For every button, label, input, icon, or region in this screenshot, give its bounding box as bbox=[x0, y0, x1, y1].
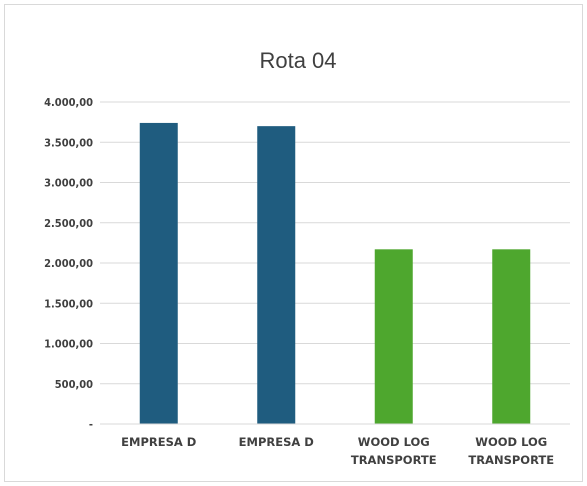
x-axis-categories: EMPRESA D EMPRESA D WOOD LOG TRANSPORTE WOOD… bbox=[121, 435, 554, 467]
x-category-label: EMPRESA D bbox=[239, 435, 314, 449]
y-tick-label: 500,00 bbox=[55, 378, 93, 391]
y-tick-label: 2.000,00 bbox=[44, 257, 93, 270]
x-category-label: WOOD LOG TRANSPORTE bbox=[468, 435, 554, 467]
y-tick-label: 1.000,00 bbox=[44, 338, 93, 351]
x-category-label: EMPRESA D bbox=[121, 435, 196, 449]
chart-frame: Rota 04 - 500,00 1.000,00 1.500,00 2.000,00 2… bbox=[4, 4, 583, 482]
y-tick-label: - bbox=[89, 418, 93, 431]
bars bbox=[139, 122, 531, 425]
x-category-label: WOOD LOG TRANSPORTE bbox=[351, 435, 437, 467]
bar-chart: Rota 04 - 500,00 1.000,00 1.500,00 2.000,00 2… bbox=[44, 48, 570, 467]
gridlines bbox=[100, 101, 570, 385]
y-tick-label: 2.500,00 bbox=[44, 217, 93, 230]
chart-title: Rota 04 bbox=[259, 48, 336, 73]
bar bbox=[492, 249, 531, 424]
bar bbox=[374, 249, 413, 424]
y-tick-label: 4.000,00 bbox=[44, 96, 93, 109]
y-axis-ticks: - 500,00 1.000,00 1.500,00 2.000,00 2.500,00 3… bbox=[44, 96, 93, 431]
y-tick-label: 3.500,00 bbox=[44, 136, 93, 149]
bar bbox=[257, 126, 296, 425]
y-tick-label: 1.500,00 bbox=[44, 297, 93, 310]
bar bbox=[139, 122, 178, 425]
y-tick-label: 3.000,00 bbox=[44, 177, 93, 190]
